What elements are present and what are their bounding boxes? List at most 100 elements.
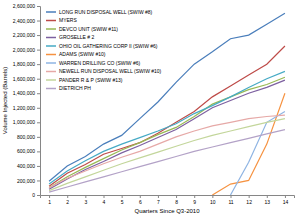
y-tick: 2,600,000 [13,3,40,9]
x-tick: 4 [103,195,106,205]
x-axis: 1234567891011121314 [41,195,295,205]
legend-label: WARREN DRILLING CO (SWIW #6) [59,60,141,66]
y-tick-label: 1,600,000 [13,76,35,82]
y-tick-mark [37,79,40,80]
series-line [49,119,285,191]
y-tick-mark [37,122,40,123]
x-tick-label: 4 [103,199,106,205]
legend-label: PANDER R & P (SWIW #13) [59,77,123,83]
y-tick: 1,000,000 [13,119,40,125]
y-tick-label: 0 [32,192,35,198]
legend-label: GROSELLE # 2 [59,34,95,40]
x-tick-mark [231,195,232,198]
x-tick: 10 [210,195,216,205]
y-tick-mark [37,166,40,167]
x-tick-mark [104,195,105,198]
x-tick: 1 [48,195,51,205]
legend: LONG RUN DISPOSAL WELL (SWIW #8)MYERSDEV… [46,9,162,92]
legend-entry: ADAMS (SWIW #10) [46,51,106,57]
x-tick-mark [249,195,250,198]
legend-label: NEWELL RUN DISPOSAL WELL (SWIW #10) [59,68,162,74]
legend-entry: WARREN DRILLING CO (SWIW #6) [46,60,141,66]
y-tick-mark [37,180,40,181]
legend-entry: LONG RUN DISPOSAL WELL (SWIW #8) [46,9,153,15]
x-tick-label: 8 [175,199,178,205]
legend-swatch [46,62,56,64]
legend-entry: PANDER R & P (SWIW #13) [46,77,123,83]
legend-swatch [46,37,56,39]
legend-label: ADAMS (SWIW #10) [59,51,106,57]
x-tick-mark [85,195,86,198]
y-tick-mark [37,64,40,65]
y-tick: 200,000 [17,178,40,184]
y-tick-mark [37,108,40,109]
y-tick-label: 2,000,000 [13,47,35,53]
y-tick-label: 200,000 [17,178,35,184]
y-tick-mark [37,93,40,94]
x-tick-label: 5 [121,199,124,205]
legend-entry: OHIO OIL GATHERING CORP II (SWIW #6) [46,43,158,49]
x-tick: 12 [246,195,252,205]
y-tick-mark [37,6,40,7]
y-tick-label: 2,200,000 [13,32,35,38]
y-tick-label: 400,000 [17,163,35,169]
x-axis-line [41,196,295,199]
legend-entry: DIETRICH PH [46,85,91,91]
x-tick: 3 [84,195,87,205]
y-tick-label: 1,800,000 [13,61,35,67]
x-tick: 9 [193,195,196,205]
y-tick: 1,800,000 [13,61,40,67]
legend-entry: NEWELL RUN DISPOSAL WELL (SWIW #10) [46,68,162,74]
y-tick: 0 [32,192,40,198]
x-tick-label: 11 [228,199,233,205]
y-axis-title: Volume Injected (Barrels) [2,67,8,134]
series-line [49,13,285,181]
x-tick: 11 [228,195,233,205]
series-line [49,80,285,189]
y-tick-mark [37,35,40,36]
y-tick: 600,000 [17,148,40,154]
x-tick-mark [267,195,268,198]
lines [49,13,285,195]
y-tick-label: 600,000 [17,148,35,154]
x-tick: 5 [121,195,124,205]
x-tick-mark [194,195,195,198]
legend-swatch [46,28,56,30]
y-axis: 0 200,000 400,000 600,000 800,000 1,000,000 1,… [13,3,41,198]
legend-swatch [46,45,56,47]
y-tick-mark [37,50,40,51]
x-tick-mark [158,195,159,198]
series-line [49,46,285,186]
x-axis-title: Quarters Since Q3-2010 [134,208,200,214]
y-tick-label: 800,000 [17,134,35,140]
x-tick-label: 12 [246,199,252,205]
legend-label: LONG RUN DISPOSAL WELL (SWIW #8) [59,9,153,15]
y-tick: 1,600,000 [13,76,40,82]
y-tick-label: 1,400,000 [13,90,35,96]
y-tick: 2,000,000 [13,47,40,53]
x-tick-label: 7 [157,199,160,205]
x-tick-mark [212,195,213,198]
legend-swatch [46,11,56,13]
x-tick-label: 3 [84,199,87,205]
series-line [49,130,285,193]
x-tick: 7 [157,195,160,205]
series-line [49,71,285,184]
y-tick: 1,200,000 [13,105,40,111]
y-tick-label: 2,600,000 [13,3,35,9]
y-tick-mark [37,137,40,138]
y-tick: 2,400,000 [13,18,40,24]
x-tick: 6 [139,195,142,205]
x-tick-label: 1 [48,199,51,205]
legend-label: OHIO OIL GATHERING CORP II (SWIW #6) [59,43,158,49]
y-tick-label: 1,200,000 [13,105,35,111]
legend-swatch [46,20,56,22]
x-tick-label: 9 [193,199,196,205]
legend-label: DEVCO UNIT (SWIW #11) [59,26,118,32]
y-tick-label: 2,400,000 [13,18,35,24]
x-tick-mark [176,195,177,198]
x-tick-mark [67,195,68,198]
chart: 0 200,000 400,000 600,000 800,000 1,000,000 1,… [0,0,300,217]
y-tick-mark [37,195,40,196]
x-tick: 14 [283,195,289,205]
